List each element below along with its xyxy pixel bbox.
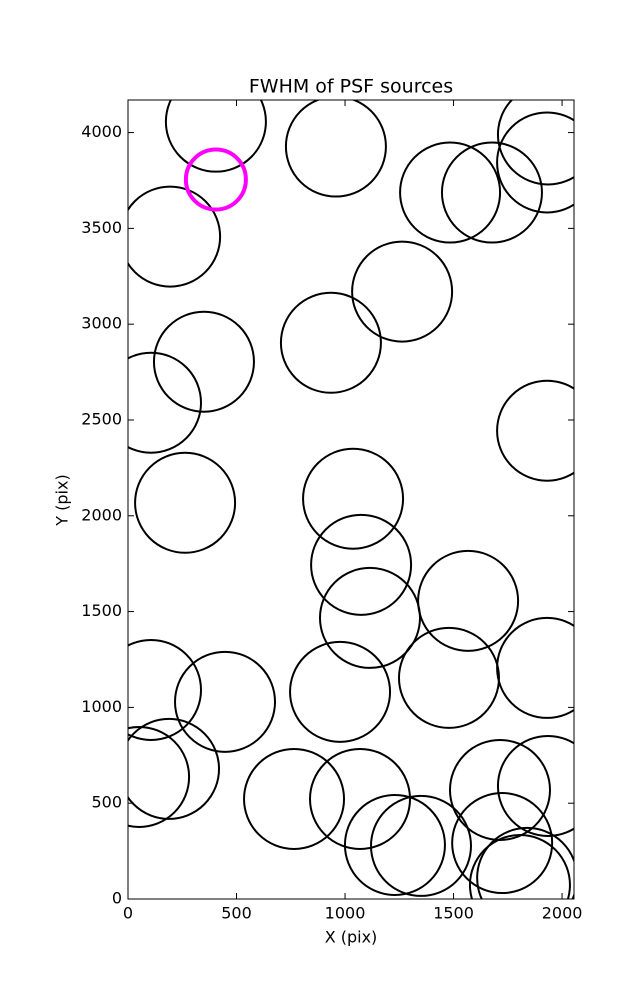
source-circle xyxy=(448,738,551,841)
source-circle xyxy=(279,291,382,394)
y-tick-label: 1500 xyxy=(81,601,122,620)
y-tick-label: 1000 xyxy=(81,697,122,716)
source-circle xyxy=(440,141,543,244)
source-circle xyxy=(128,351,202,454)
source-circle xyxy=(476,826,574,899)
source-circle xyxy=(496,616,574,719)
chart-title: FWHM of PSF sources xyxy=(249,76,453,98)
source-circle xyxy=(496,734,574,837)
source-circle xyxy=(152,310,255,413)
source-circle xyxy=(399,141,502,244)
source-circle xyxy=(318,566,421,669)
y-tick-label: 2500 xyxy=(81,409,122,428)
source-circle xyxy=(284,100,387,198)
plot-area xyxy=(128,100,574,899)
source-circle xyxy=(302,447,405,550)
source-circle xyxy=(128,725,191,828)
x-tick-label: 1500 xyxy=(433,904,474,923)
y-tick-label: 4000 xyxy=(81,122,122,141)
source-circle xyxy=(310,513,413,616)
source-circle xyxy=(243,747,346,850)
x-tick-label: 1000 xyxy=(325,904,366,923)
source-circle xyxy=(496,111,574,214)
x-tick-label: 500 xyxy=(221,904,252,923)
source-circle xyxy=(289,640,392,743)
source-circle xyxy=(309,747,412,850)
x-tick-label: 0 xyxy=(123,904,133,923)
y-axis-label: Y (pix) xyxy=(53,474,72,526)
source-circle xyxy=(164,100,267,173)
source-circle xyxy=(496,379,574,482)
source-circle xyxy=(174,650,277,753)
source-circle xyxy=(128,638,202,741)
source-circle xyxy=(128,717,221,820)
source-circle xyxy=(351,240,454,343)
source-circle xyxy=(417,549,520,652)
y-tick-label: 3500 xyxy=(81,218,122,237)
x-axis-label: X (pix) xyxy=(325,928,378,947)
x-tick-label: 2000 xyxy=(542,904,583,923)
source-circle xyxy=(451,792,554,895)
source-circle xyxy=(183,147,248,212)
source-circle xyxy=(343,793,446,896)
y-tick-label: 3000 xyxy=(81,314,122,333)
y-tick-label: 500 xyxy=(91,793,122,812)
plot-frame xyxy=(127,99,575,900)
source-circle xyxy=(468,834,571,899)
source-circle xyxy=(134,451,237,554)
source-circle xyxy=(369,794,472,897)
y-tick-label: 0 xyxy=(112,889,122,908)
source-circle xyxy=(496,100,574,186)
source-circle xyxy=(128,185,222,288)
source-circle xyxy=(397,626,500,729)
y-tick-label: 2000 xyxy=(81,505,122,524)
